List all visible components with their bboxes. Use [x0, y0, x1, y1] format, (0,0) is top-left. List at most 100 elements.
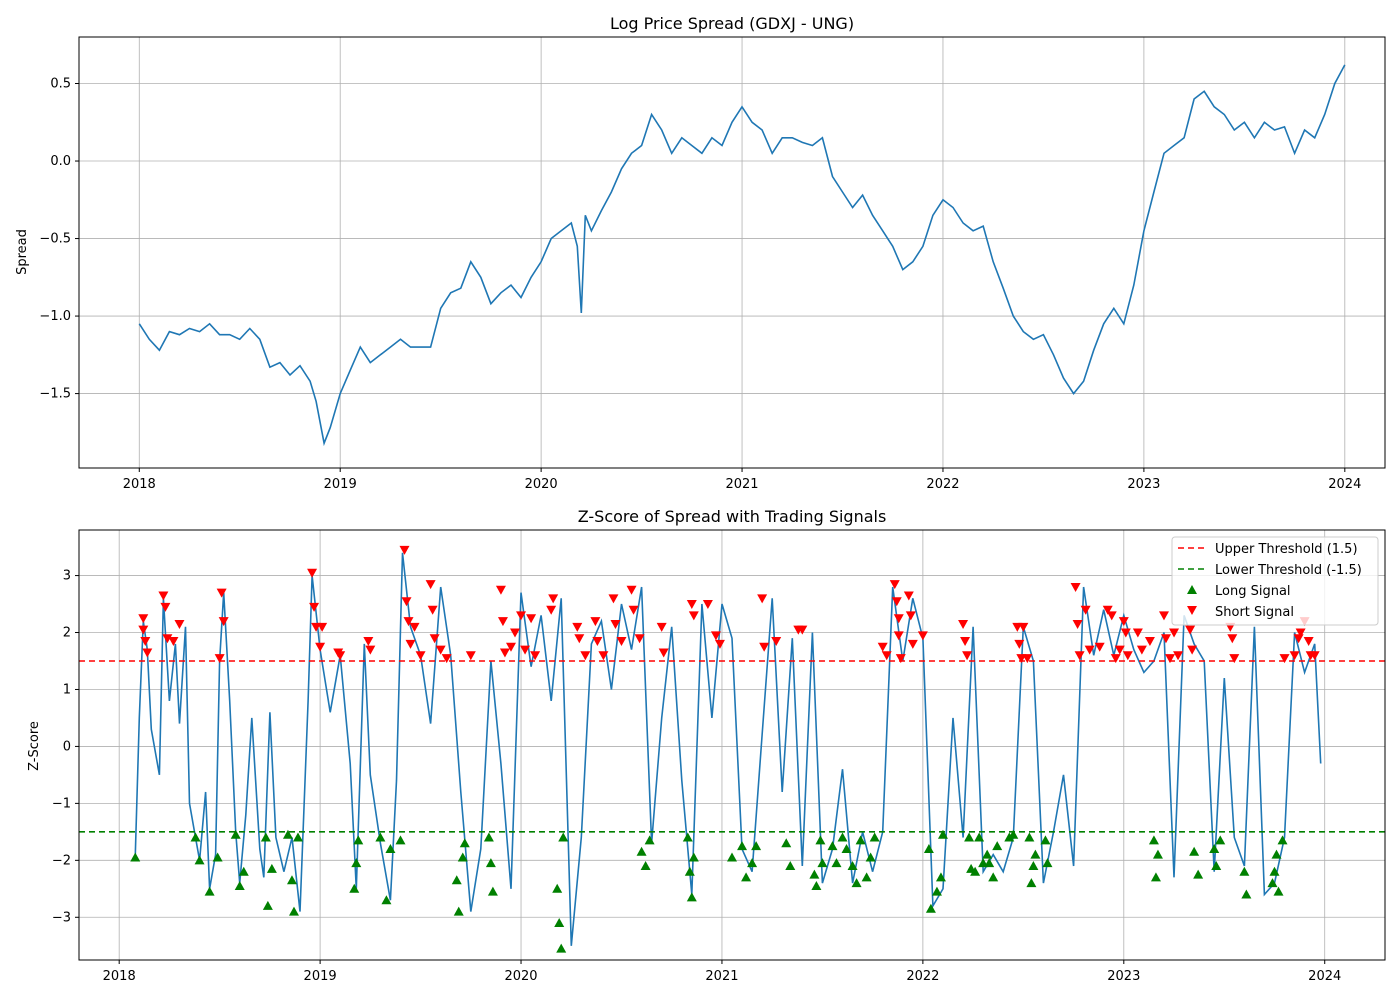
long-signal-marker [809, 869, 820, 879]
short-signal-markers [138, 545, 1320, 664]
short-signal-marker [427, 605, 438, 615]
short-signal-marker [1094, 642, 1105, 652]
long-signal-marker [992, 841, 1003, 851]
long-signal-marker [831, 858, 842, 868]
short-signal-marker [917, 631, 928, 641]
short-signal-marker [759, 642, 770, 652]
x-tick-label: 2024 [1308, 969, 1341, 984]
short-signal-marker [548, 594, 559, 604]
short-signal-marker [399, 545, 410, 555]
short-signal-marker [429, 634, 440, 644]
long-signal-marker [262, 900, 273, 910]
short-signal-marker [1303, 637, 1314, 647]
long-signal-marker [1241, 889, 1252, 899]
short-signal-marker [688, 611, 699, 621]
spread-chart-title: Log Price Spread (GDXJ - UNG) [610, 14, 854, 33]
y-tick-label: 0.5 [50, 77, 71, 92]
short-signal-marker [1293, 634, 1304, 644]
long-signal-marker [781, 838, 792, 848]
short-signal-marker [1185, 625, 1196, 635]
long-signal-marker [453, 906, 464, 916]
short-signal-marker [1309, 651, 1320, 661]
long-signal-marker [351, 858, 362, 868]
long-signal-marker [1277, 835, 1288, 845]
x-tick-label: 2022 [906, 969, 939, 984]
long-signal-marker [1030, 849, 1041, 859]
short-signal-marker [465, 651, 476, 661]
short-signal-marker [174, 619, 185, 629]
short-signal-marker [317, 622, 328, 632]
long-signal-marker [288, 906, 299, 916]
short-signal-marker [168, 637, 179, 647]
y-tick-label: 0 [63, 739, 71, 754]
short-signal-marker [140, 637, 151, 647]
short-signal-marker [218, 617, 229, 627]
zscore-plot-frame [78, 529, 1386, 961]
short-signal-marker [1187, 645, 1198, 655]
long-signal-marker [194, 855, 205, 865]
long-signal-marker [636, 846, 647, 856]
short-signal-marker [425, 580, 436, 590]
legend-short-marker [1187, 606, 1197, 615]
long-signal-marker [741, 872, 752, 882]
long-signal-marker [487, 886, 498, 896]
short-signal-marker [309, 602, 320, 612]
long-signal-marker [1215, 835, 1226, 845]
short-signal-marker [889, 580, 900, 590]
long-signal-marker [1269, 866, 1280, 876]
legend-short-label: Short Signal [1215, 605, 1294, 620]
long-signal-marker [234, 880, 245, 890]
short-signal-marker [1136, 645, 1147, 655]
short-signal-marker [520, 645, 531, 655]
short-signal-marker [499, 648, 510, 658]
long-signal-marker [747, 858, 758, 868]
short-signal-marker [405, 639, 416, 649]
zscore-ticks: 2018 2019 2020 2021 2022 2023 2024 −3 −2 −1 0 1 2 3 [52, 569, 1341, 984]
short-signal-marker [1144, 637, 1155, 647]
short-signal-marker [138, 614, 149, 624]
long-signal-marker [459, 838, 470, 848]
short-signal-marker [710, 631, 721, 641]
long-signal-marker [1239, 866, 1250, 876]
short-signal-marker [877, 642, 888, 652]
long-signal-marker [552, 883, 563, 893]
long-signal-marker [737, 841, 748, 851]
short-signal-marker [160, 602, 171, 612]
y-tick-label: −1.5 [39, 387, 71, 402]
long-signal-marker [684, 866, 695, 876]
long-signal-marker [935, 872, 946, 882]
x-tick-label: 2023 [1107, 969, 1140, 984]
short-signal-marker [1120, 628, 1131, 638]
legend-long-marker [1187, 585, 1197, 594]
short-signal-marker [409, 622, 420, 632]
long-signal-marker [688, 852, 699, 862]
long-signal-marker [457, 852, 468, 862]
short-signal-marker [1070, 582, 1081, 592]
short-signal-marker [895, 654, 906, 664]
short-signal-marker [686, 600, 697, 610]
zscore-chart-title: Z-Score of Spread with Trading Signals [578, 507, 887, 526]
long-signal-marker [785, 861, 796, 871]
long-signal-marker [964, 832, 975, 842]
y-tick-label: −0.5 [39, 232, 71, 247]
long-signal-marker [984, 858, 995, 868]
short-signal-marker [365, 645, 376, 655]
spread-ticks: 2018 2019 2020 2021 2022 2023 2024 −1.5 −1.0 −0.5… [39, 77, 1361, 492]
short-signal-marker [958, 619, 969, 629]
short-signal-marker [495, 585, 506, 595]
long-signal-marker [847, 861, 858, 871]
spread-line [138, 64, 1346, 447]
long-signal-marker [1042, 858, 1053, 868]
legend-box [1171, 536, 1379, 626]
long-signal-marker [982, 849, 993, 859]
long-signal-marker [1209, 843, 1220, 853]
long-signal-marker [266, 863, 277, 873]
short-signal-marker [138, 625, 149, 635]
long-signal-markers [130, 829, 1288, 953]
long-signal-marker [851, 878, 862, 888]
x-tick-label: 2024 [1328, 477, 1361, 492]
short-signal-marker [905, 611, 916, 621]
short-signal-marker [1110, 654, 1121, 664]
long-signal-marker [751, 841, 762, 851]
